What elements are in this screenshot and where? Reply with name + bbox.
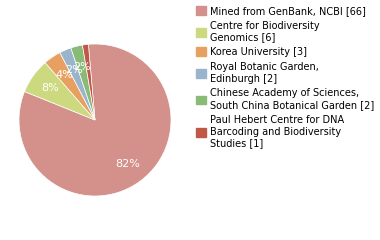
Text: 2%: 2% [73, 62, 91, 72]
Text: 2%: 2% [65, 65, 82, 75]
Wedge shape [25, 63, 95, 120]
Text: 82%: 82% [115, 159, 140, 169]
Legend: Mined from GenBank, NCBI [66], Centre for Biodiversity
Genomics [6], Korea Unive: Mined from GenBank, NCBI [66], Centre fo… [195, 5, 376, 149]
Wedge shape [82, 44, 95, 120]
Text: 8%: 8% [41, 83, 59, 93]
Wedge shape [19, 44, 171, 196]
Wedge shape [71, 45, 95, 120]
Text: 4%: 4% [55, 70, 73, 80]
Wedge shape [45, 53, 95, 120]
Wedge shape [60, 48, 95, 120]
Text: 1%: 1% [0, 239, 1, 240]
